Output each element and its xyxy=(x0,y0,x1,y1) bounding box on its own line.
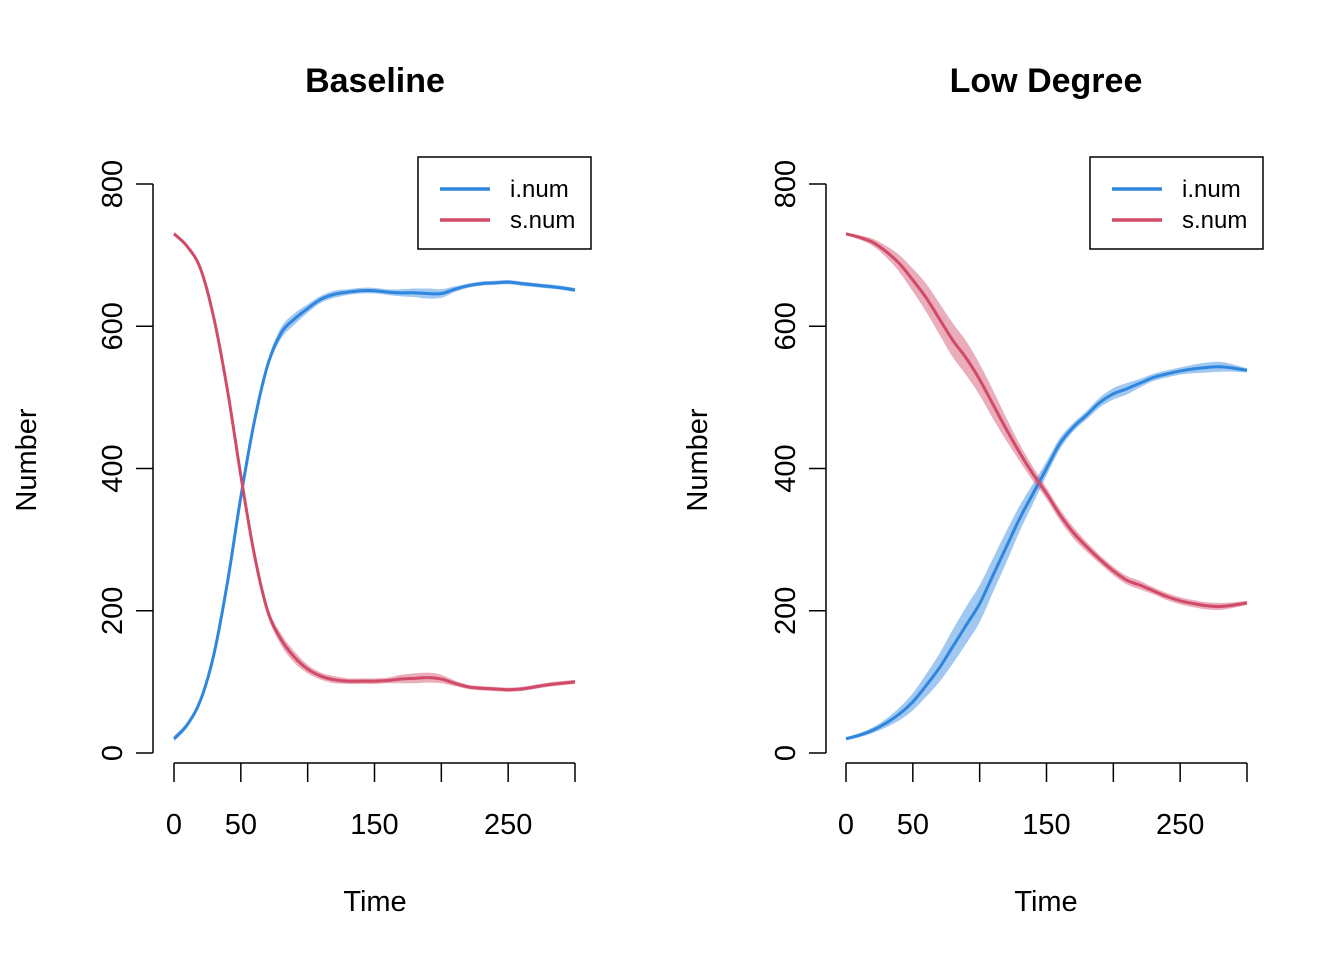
y-tick-label: 400 xyxy=(770,444,802,492)
x-tick-label: 150 xyxy=(350,809,398,841)
legend-label: i.num xyxy=(1182,176,1241,203)
x-axis-label: Time xyxy=(1014,886,1077,918)
chart-title: Baseline xyxy=(305,62,445,100)
band-i-num xyxy=(846,361,1247,741)
chart-title: Low Degree xyxy=(950,62,1143,100)
y-tick-label: 400 xyxy=(97,444,129,492)
y-tick-label: 0 xyxy=(770,745,802,761)
y-tick-label: 200 xyxy=(770,587,802,635)
legend-box xyxy=(1089,156,1264,250)
line-s-num xyxy=(172,232,576,692)
line-i-num xyxy=(845,365,1248,741)
y-tick-label: 0 xyxy=(97,745,129,761)
legend-box xyxy=(417,156,592,250)
x-tick-label: 150 xyxy=(1022,809,1070,841)
line-i-num xyxy=(172,280,576,740)
panel-2: Low Degree 0 200 400 600 800 0 50 150 250 Time Numb… xyxy=(682,62,1264,918)
panel-1: Baseline 0 200 400 600 800 0 50 150 250 Time Number… xyxy=(11,62,592,918)
y-tick-label: 800 xyxy=(770,160,802,208)
band-i-num xyxy=(174,280,575,742)
x-tick-label: 250 xyxy=(1156,809,1204,841)
band-s-num xyxy=(846,232,1247,611)
band-s-num xyxy=(174,231,575,692)
y-tick-label: 800 xyxy=(97,160,129,208)
legend: i.num s.num xyxy=(1089,156,1264,250)
x-tick-label: 0 xyxy=(838,809,854,841)
x-tick-label: 0 xyxy=(166,809,182,841)
y-tick-label: 600 xyxy=(97,302,129,350)
legend-label: s.num xyxy=(510,207,575,234)
y-tick-label: 200 xyxy=(97,587,129,635)
legend-label: i.num xyxy=(510,176,569,203)
legend-label: s.num xyxy=(1182,207,1247,234)
y-tick-label: 600 xyxy=(770,302,802,350)
x-tick-label: 50 xyxy=(225,809,257,841)
y-axis-label: Number xyxy=(682,408,714,511)
y-axis-label: Number xyxy=(11,408,43,511)
x-tick-label: 50 xyxy=(897,809,929,841)
legend: i.num s.num xyxy=(417,156,592,250)
x-axis-label: Time xyxy=(343,886,406,918)
x-tick-label: 250 xyxy=(484,809,532,841)
line-s-num xyxy=(845,232,1248,609)
